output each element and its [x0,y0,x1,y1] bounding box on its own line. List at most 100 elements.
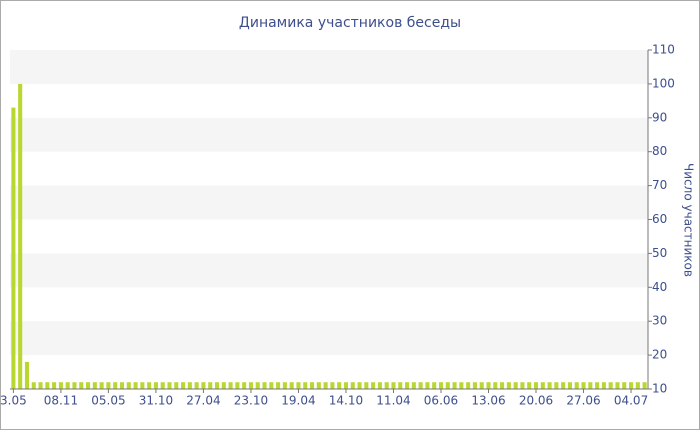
bar [18,83,23,390]
x-tick-label: 14.10 [329,394,363,408]
bar [506,382,511,389]
bar [52,382,57,389]
bar [554,382,559,389]
bar [608,382,613,389]
grid-band [10,185,648,220]
bar [181,382,186,389]
bar [79,382,84,389]
x-tick-label: 20.06 [519,394,553,408]
x-tick-label: 13.06 [471,394,505,408]
bar [282,382,287,389]
y-tick-label: 10 [652,382,667,396]
bar [276,382,281,389]
bar [99,382,104,389]
bar [418,382,423,389]
bar [520,382,525,389]
bar [493,382,498,389]
bar [391,382,396,389]
bar [350,382,355,389]
bar [459,382,464,389]
bar [248,382,253,389]
bar [221,382,226,389]
bar [45,382,50,389]
bar [119,382,125,389]
x-tick-label: 27.04 [186,394,220,408]
y-tick-label: 40 [652,280,667,294]
bar [472,382,477,389]
bar [452,382,457,389]
grid-band [10,253,648,288]
bar [262,382,267,389]
bar [140,382,145,389]
bar [438,382,444,389]
bar [296,382,301,389]
x-tick-label: 08.11 [44,394,78,408]
bar [513,382,518,389]
bar [384,382,389,389]
bar [309,382,315,389]
bar [411,382,416,389]
bar [364,382,369,389]
bar [289,382,294,389]
x-tick-label: 19.04 [281,394,315,408]
bar [160,382,165,389]
bar [445,382,450,389]
bar [628,382,634,389]
bar [337,382,342,389]
bar [479,382,484,389]
bar [601,382,606,389]
bar [547,382,552,389]
bar [615,382,620,389]
bar [269,382,274,389]
bar [11,107,16,389]
y-axis-title: Число участников [682,163,696,277]
bar [303,382,308,389]
x-tick-label: 06.06 [424,394,458,408]
bar [208,382,213,389]
bar [635,382,640,389]
bar [113,382,118,389]
y-tick-label: 100 [652,76,675,90]
bar [405,382,410,389]
grid-band [10,117,648,152]
bar [72,382,77,389]
bar [153,382,158,389]
bar [527,382,532,389]
bar [174,382,179,389]
chart-title: Динамика участников беседы [239,15,461,31]
bar [642,382,647,389]
bar [595,382,600,389]
bar [86,382,91,389]
bar [432,382,437,389]
y-tick-label: 30 [652,314,667,328]
bar [377,382,382,389]
bar [466,382,471,389]
y-tick-label: 20 [652,348,667,362]
bar [323,382,328,389]
grid-band [10,50,648,84]
bar [574,382,579,389]
bar [65,382,70,389]
bar [58,382,63,389]
bar [567,382,572,389]
y-tick-label: 110 [652,43,675,57]
bar [106,382,111,389]
grid-band [10,321,648,356]
y-tick-label: 80 [652,144,667,158]
bar [38,382,43,389]
bar [214,382,220,389]
bar [343,382,349,389]
bar [581,382,586,389]
y-tick-label: 60 [652,212,667,226]
bar [330,382,335,389]
bar [561,382,566,389]
bar [398,382,403,389]
bar [167,382,172,389]
bar [24,361,30,389]
x-tick-label: 11.04 [376,394,410,408]
y-tick-label: 90 [652,110,667,124]
bar [194,382,199,389]
x-tick-label: 3.05 [0,394,27,408]
bar [316,382,321,389]
